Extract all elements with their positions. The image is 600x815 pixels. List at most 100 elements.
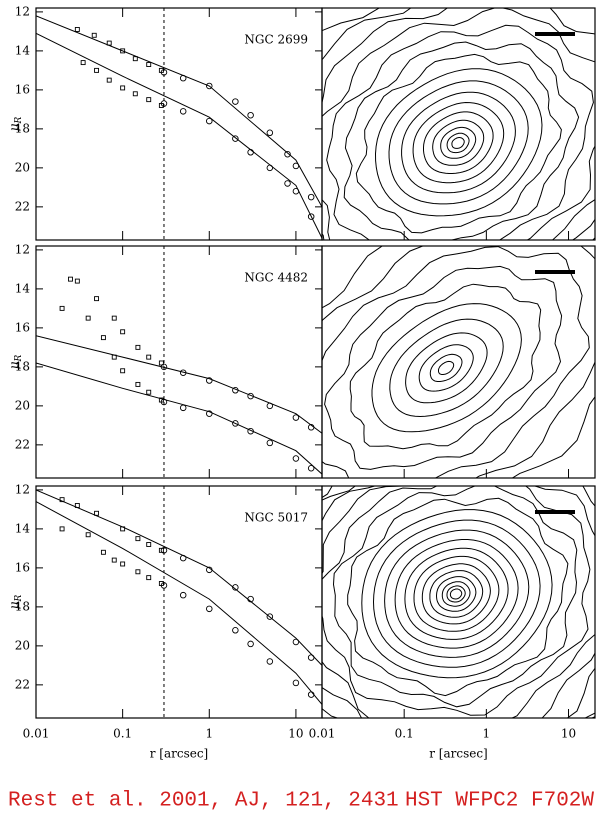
data-point	[206, 605, 213, 613]
data-point	[206, 82, 213, 90]
data-point	[91, 32, 97, 38]
y-tick-label: 12	[15, 4, 30, 18]
data-point	[266, 129, 274, 137]
data-point	[120, 48, 126, 54]
data-point	[232, 627, 239, 634]
data-point	[160, 69, 168, 76]
data-point	[307, 193, 315, 201]
x-tick-label: 10	[288, 727, 303, 741]
data-point	[85, 532, 91, 538]
y-tick-label: 22	[15, 677, 30, 691]
contour	[322, 8, 595, 240]
data-point	[94, 296, 100, 302]
contour	[343, 41, 580, 240]
data-point	[266, 164, 274, 172]
data-point	[111, 557, 117, 563]
data-point	[247, 595, 254, 603]
x-tick-label: 0.1	[395, 727, 414, 741]
data-point	[160, 100, 168, 107]
y-axis-label-main: μ	[7, 361, 21, 369]
contour	[394, 539, 519, 649]
y-tick-label: 20	[15, 398, 30, 412]
data-point	[74, 278, 80, 284]
contour	[449, 588, 463, 600]
data-point	[80, 60, 86, 66]
data-point	[146, 389, 152, 395]
y-tick-label: 20	[15, 160, 30, 174]
contour	[322, 486, 591, 716]
data-point	[247, 427, 254, 435]
data-point	[132, 56, 138, 62]
scale-bar	[535, 270, 575, 274]
data-point	[232, 135, 239, 142]
contour	[384, 529, 530, 658]
contour	[355, 53, 562, 234]
data-point	[94, 510, 100, 516]
contour	[322, 8, 595, 240]
data-point	[160, 582, 168, 589]
data-point	[292, 638, 300, 646]
data-point	[120, 561, 126, 567]
panel-title: NGC 5017	[244, 511, 308, 525]
data-point	[247, 640, 254, 648]
data-point	[232, 98, 239, 105]
contour	[441, 581, 471, 607]
fit-line	[36, 32, 322, 239]
image-panel	[321, 7, 596, 241]
y-tick-label: 22	[15, 199, 30, 213]
y-tick-label: 16	[15, 320, 30, 334]
image-panel	[321, 245, 596, 479]
data-point	[94, 67, 100, 73]
data-point	[179, 369, 187, 376]
contour	[440, 126, 477, 159]
data-point	[206, 410, 213, 417]
contour	[324, 265, 563, 470]
contour	[451, 137, 465, 149]
data-point	[85, 315, 91, 321]
y-tick-label: 20	[15, 638, 30, 652]
footer-instrument: HST WFPC2 F702W	[405, 790, 594, 813]
contour	[432, 119, 485, 166]
data-point	[158, 547, 164, 553]
data-point	[135, 381, 141, 387]
data-point	[100, 549, 106, 555]
data-point	[266, 658, 274, 665]
contour	[418, 344, 474, 392]
data-point	[247, 392, 254, 400]
data-point	[68, 276, 73, 282]
data-point	[100, 335, 106, 341]
contour	[332, 486, 578, 708]
data-point	[292, 162, 300, 170]
data-point	[266, 439, 274, 447]
y-tick-label: 12	[15, 242, 30, 256]
data-point	[160, 547, 168, 554]
data-point	[106, 40, 112, 46]
contour	[322, 486, 595, 718]
data-point	[307, 424, 315, 431]
data-point	[135, 344, 141, 350]
y-tick-label: 16	[15, 82, 30, 96]
data-point	[135, 569, 141, 575]
data-point	[59, 497, 65, 503]
data-point	[59, 305, 65, 311]
data-point	[146, 97, 152, 103]
data-point	[146, 542, 152, 547]
data-point	[74, 503, 80, 508]
contour	[361, 509, 553, 679]
data-point	[266, 402, 274, 410]
panel-title: NGC 2699	[244, 33, 308, 47]
contour	[405, 332, 488, 404]
fit-line	[36, 15, 322, 208]
panel-title: NGC 4482	[244, 271, 308, 285]
y-tick-label: 12	[15, 482, 30, 496]
data-point	[307, 691, 315, 698]
y-tick-label: 18	[15, 359, 30, 373]
contour	[401, 91, 516, 194]
contour	[446, 585, 466, 603]
fit-line	[36, 501, 322, 705]
contour	[322, 486, 595, 718]
image-frame	[321, 245, 596, 479]
x-tick-label: 10	[561, 727, 576, 741]
x-axis-label: r [arcsec]	[150, 747, 209, 761]
